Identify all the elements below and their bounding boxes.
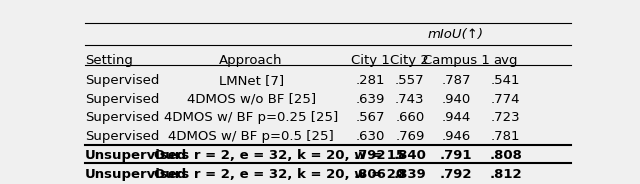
Text: 4DMOS w/o BF [25]: 4DMOS w/o BF [25] [186, 93, 316, 106]
Text: .630: .630 [355, 130, 385, 143]
Text: .940: .940 [442, 93, 470, 106]
Text: City 2: City 2 [390, 54, 429, 67]
Text: .839: .839 [394, 168, 426, 181]
Text: .769: .769 [395, 130, 424, 143]
Text: .723: .723 [491, 111, 520, 124]
Text: Ours r = 2, e = 32, k = 20, w = 15: Ours r = 2, e = 32, k = 20, w = 15 [154, 149, 405, 162]
Text: Supervised: Supervised [85, 93, 159, 106]
Text: .557: .557 [395, 74, 425, 87]
Text: .639: .639 [355, 93, 385, 106]
Text: .781: .781 [491, 130, 520, 143]
Text: Unsupervised: Unsupervised [85, 149, 188, 162]
Text: .812: .812 [489, 168, 522, 181]
Text: City 1: City 1 [351, 54, 390, 67]
Text: 4DMOS w/ BF p=0.25 [25]: 4DMOS w/ BF p=0.25 [25] [164, 111, 339, 124]
Text: Campus 1: Campus 1 [422, 54, 490, 67]
Text: .806: .806 [354, 168, 387, 181]
Text: 4DMOS w/ BF p=0.5 [25]: 4DMOS w/ BF p=0.5 [25] [168, 130, 334, 143]
Text: .840: .840 [394, 149, 426, 162]
Text: Unsupervised: Unsupervised [85, 168, 188, 181]
Text: .743: .743 [395, 93, 424, 106]
Text: .791: .791 [440, 149, 472, 162]
Text: .281: .281 [355, 74, 385, 87]
Text: .792: .792 [354, 149, 387, 162]
Text: .792: .792 [440, 168, 472, 181]
Text: .944: .944 [442, 111, 470, 124]
Text: .567: .567 [355, 111, 385, 124]
Text: LMNet [7]: LMNet [7] [218, 74, 284, 87]
Text: Supervised: Supervised [85, 111, 159, 124]
Text: avg: avg [493, 54, 518, 67]
Text: Approach: Approach [220, 54, 283, 67]
Text: Supervised: Supervised [85, 130, 159, 143]
Text: Ours r = 2, e = 32, k = 20, w = 20: Ours r = 2, e = 32, k = 20, w = 20 [154, 168, 406, 181]
Text: .787: .787 [441, 74, 470, 87]
Text: .541: .541 [491, 74, 520, 87]
Text: .808: .808 [489, 149, 522, 162]
Text: Supervised: Supervised [85, 74, 159, 87]
Text: mIoU(↑): mIoU(↑) [428, 28, 484, 41]
Text: Setting: Setting [85, 54, 133, 67]
Text: .660: .660 [396, 111, 424, 124]
Text: .946: .946 [442, 130, 470, 143]
Text: .774: .774 [491, 93, 520, 106]
